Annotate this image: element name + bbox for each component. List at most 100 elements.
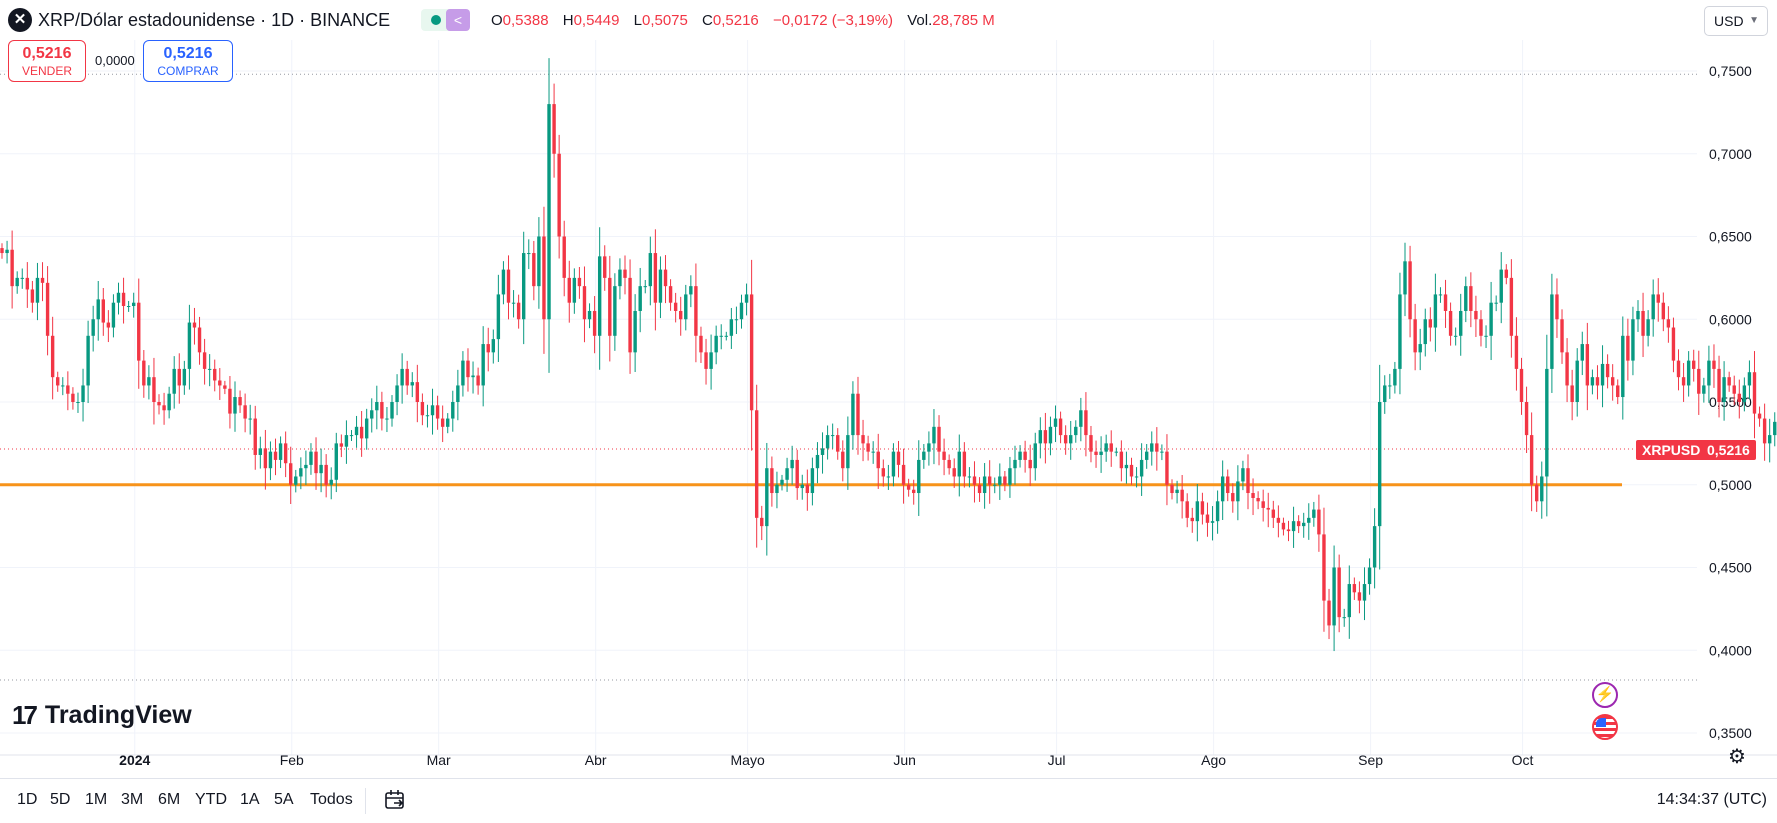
candle-body bbox=[562, 236, 566, 278]
candle-body bbox=[1170, 484, 1174, 494]
candle-body bbox=[131, 302, 136, 307]
candle-body bbox=[192, 322, 197, 328]
currency-select[interactable]: USD ▼ bbox=[1704, 6, 1768, 36]
sell-button[interactable]: 0,5216 VENDER bbox=[8, 40, 86, 82]
candle-body bbox=[886, 476, 891, 478]
candle-body bbox=[1205, 514, 1210, 523]
ohlc-legend: O0,5388 H0,5449 L0,5075 C0,5216 −0,0172 … bbox=[491, 12, 1005, 29]
candle-body bbox=[993, 484, 997, 486]
candle-body bbox=[1697, 368, 1701, 394]
range-1a[interactable]: 1A bbox=[240, 791, 260, 808]
candle-body bbox=[1514, 335, 1519, 369]
candle-body bbox=[592, 310, 597, 336]
candle-body bbox=[1139, 459, 1144, 477]
candlestick-chart[interactable]: 0,75000,70000,65000,60000,55000,50000,45… bbox=[0, 0, 1777, 778]
candle-body bbox=[172, 368, 176, 394]
candle-body bbox=[1661, 302, 1666, 320]
candle-body bbox=[1570, 385, 1574, 402]
candle-body bbox=[906, 484, 911, 490]
candle-body bbox=[719, 335, 723, 337]
calendar-range-icon[interactable] bbox=[383, 788, 407, 812]
candle-body bbox=[213, 368, 217, 381]
range-todos[interactable]: Todos bbox=[310, 791, 353, 808]
candle-body bbox=[202, 352, 207, 369]
y-tick-label: 0,4500 bbox=[1709, 560, 1752, 576]
tradingview-logo-icon: 17 bbox=[12, 699, 38, 730]
candle-body bbox=[1580, 344, 1584, 361]
range-5a[interactable]: 5A bbox=[274, 791, 294, 808]
candle-body bbox=[795, 459, 799, 489]
candle-body bbox=[223, 385, 227, 389]
candle-body bbox=[121, 292, 126, 307]
candle-body bbox=[613, 286, 617, 336]
candle-body bbox=[1312, 509, 1316, 518]
candle-body bbox=[734, 319, 739, 321]
candle-body bbox=[1464, 286, 1468, 311]
candle-body bbox=[481, 344, 485, 386]
candle-body bbox=[147, 377, 151, 386]
candle-body bbox=[1534, 484, 1539, 502]
candle-body bbox=[790, 459, 794, 469]
candle-body bbox=[1028, 459, 1032, 469]
candle-body bbox=[233, 397, 237, 414]
candle-body bbox=[1767, 435, 1772, 444]
range-1m[interactable]: 1M bbox=[85, 791, 108, 808]
candle-body bbox=[521, 253, 526, 320]
candle-body bbox=[76, 402, 80, 403]
range-6m[interactable]: 6M bbox=[158, 791, 181, 808]
candle-body bbox=[1362, 584, 1367, 601]
candle-body bbox=[299, 468, 303, 477]
candle-body bbox=[1332, 567, 1336, 626]
candle-body bbox=[998, 476, 1002, 485]
candle-body bbox=[167, 393, 171, 411]
candle-body bbox=[294, 476, 298, 485]
candle-body bbox=[1453, 335, 1458, 337]
candle-body bbox=[704, 352, 708, 369]
buy-button[interactable]: 0,5216 COMPRAR bbox=[143, 40, 233, 82]
candle-body bbox=[653, 253, 658, 303]
range-5d[interactable]: 5D bbox=[50, 791, 71, 808]
candle-body bbox=[1175, 489, 1179, 494]
candle-body bbox=[218, 380, 222, 386]
us-flag-icon[interactable] bbox=[1592, 714, 1618, 740]
gear-icon[interactable]: ⚙ bbox=[1728, 746, 1746, 768]
candle-body bbox=[253, 418, 257, 455]
candle-body bbox=[1666, 319, 1671, 328]
lightning-icon[interactable]: ⚡ bbox=[1592, 682, 1618, 708]
candle-body bbox=[1003, 476, 1007, 485]
share-icon[interactable]: < bbox=[446, 9, 470, 31]
candle-body bbox=[658, 269, 663, 303]
candle-body bbox=[1762, 418, 1767, 444]
candle-body bbox=[506, 269, 511, 303]
range-1d[interactable]: 1D bbox=[17, 791, 38, 808]
candle-body bbox=[749, 294, 754, 411]
utc-clock[interactable]: 14:34:37 (UTC) bbox=[1656, 791, 1767, 808]
y-tick-label: 0,6000 bbox=[1709, 311, 1752, 327]
candle-body bbox=[1063, 435, 1068, 444]
candle-body bbox=[1707, 360, 1711, 386]
candle-body bbox=[820, 448, 825, 455]
xrp-logo-icon[interactable]: ✕ bbox=[8, 8, 32, 32]
candle-body bbox=[1509, 277, 1514, 336]
range-ytd[interactable]: YTD bbox=[195, 791, 227, 808]
candle-body bbox=[162, 405, 166, 411]
candle-body bbox=[1646, 319, 1650, 336]
range-3m[interactable]: 3M bbox=[121, 791, 144, 808]
candle-body bbox=[243, 405, 247, 419]
candle-body bbox=[111, 302, 116, 328]
candle-body bbox=[1307, 517, 1311, 523]
candle-body bbox=[1676, 360, 1681, 378]
candle-body bbox=[1408, 261, 1412, 320]
y-tick-label: 0,4000 bbox=[1709, 642, 1752, 658]
candle-body bbox=[375, 402, 379, 411]
tradingview-logo[interactable]: 17 TradingView bbox=[12, 700, 192, 730]
candle-body bbox=[1717, 368, 1721, 402]
candle-body bbox=[987, 476, 992, 485]
candle-body bbox=[532, 253, 536, 287]
candle-body bbox=[1636, 310, 1640, 320]
candle-body bbox=[1281, 522, 1286, 530]
candle-body bbox=[1702, 385, 1706, 394]
candle-body bbox=[800, 484, 804, 489]
symbol-title[interactable]: XRP/Dólar estadounidense · 1D · BINANCE bbox=[38, 10, 391, 30]
open-label: O bbox=[491, 12, 503, 29]
